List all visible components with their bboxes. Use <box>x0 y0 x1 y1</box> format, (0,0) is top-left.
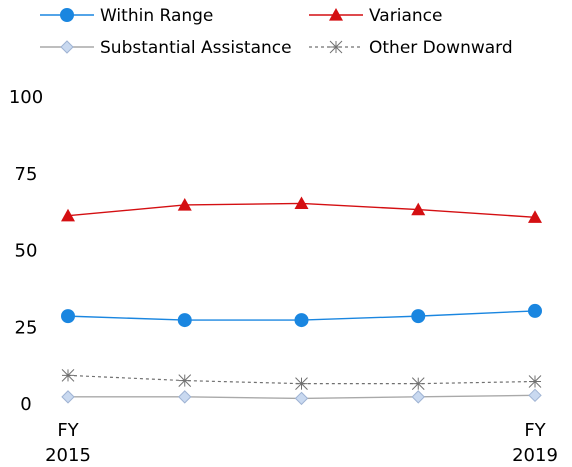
data-point <box>177 197 192 211</box>
y-tick-label: 0 <box>20 394 31 415</box>
legend-label: Other Downward <box>369 38 513 58</box>
legend-swatch-marker <box>60 40 74 54</box>
data-point <box>61 309 75 324</box>
data-point <box>294 196 309 210</box>
y-tick-label: 25 <box>15 317 38 338</box>
legend-label: Variance <box>369 6 442 26</box>
data-point <box>295 377 308 391</box>
data-point <box>411 309 426 324</box>
data-point <box>294 313 309 328</box>
legend-label: Within Range <box>100 6 213 26</box>
y-tick-label: 75 <box>15 164 38 185</box>
data-point <box>528 303 542 318</box>
x-tick-label: 2015 <box>45 445 91 466</box>
data-point <box>411 202 426 216</box>
data-point <box>528 210 542 223</box>
data-point <box>178 374 192 387</box>
y-tick-label: 100 <box>9 87 43 108</box>
x-tick-label: FY <box>524 420 546 441</box>
legend-swatch-marker <box>60 8 74 22</box>
data-point <box>61 208 75 222</box>
legend-swatch-marker <box>329 8 343 21</box>
data-point <box>177 313 192 328</box>
x-tick-label: 2019 <box>512 445 558 466</box>
data-point <box>61 369 75 382</box>
x-tick-label: FY <box>57 420 79 441</box>
data-point <box>528 388 542 403</box>
y-tick-label: 50 <box>15 241 38 262</box>
data-point <box>411 377 425 391</box>
data-point <box>178 390 192 404</box>
data-point <box>294 391 309 406</box>
data-point <box>411 390 425 404</box>
data-point <box>61 390 75 404</box>
legend-label: Substantial Assistance <box>100 38 292 58</box>
legend-swatch-marker <box>329 40 343 54</box>
data-point <box>528 375 542 388</box>
